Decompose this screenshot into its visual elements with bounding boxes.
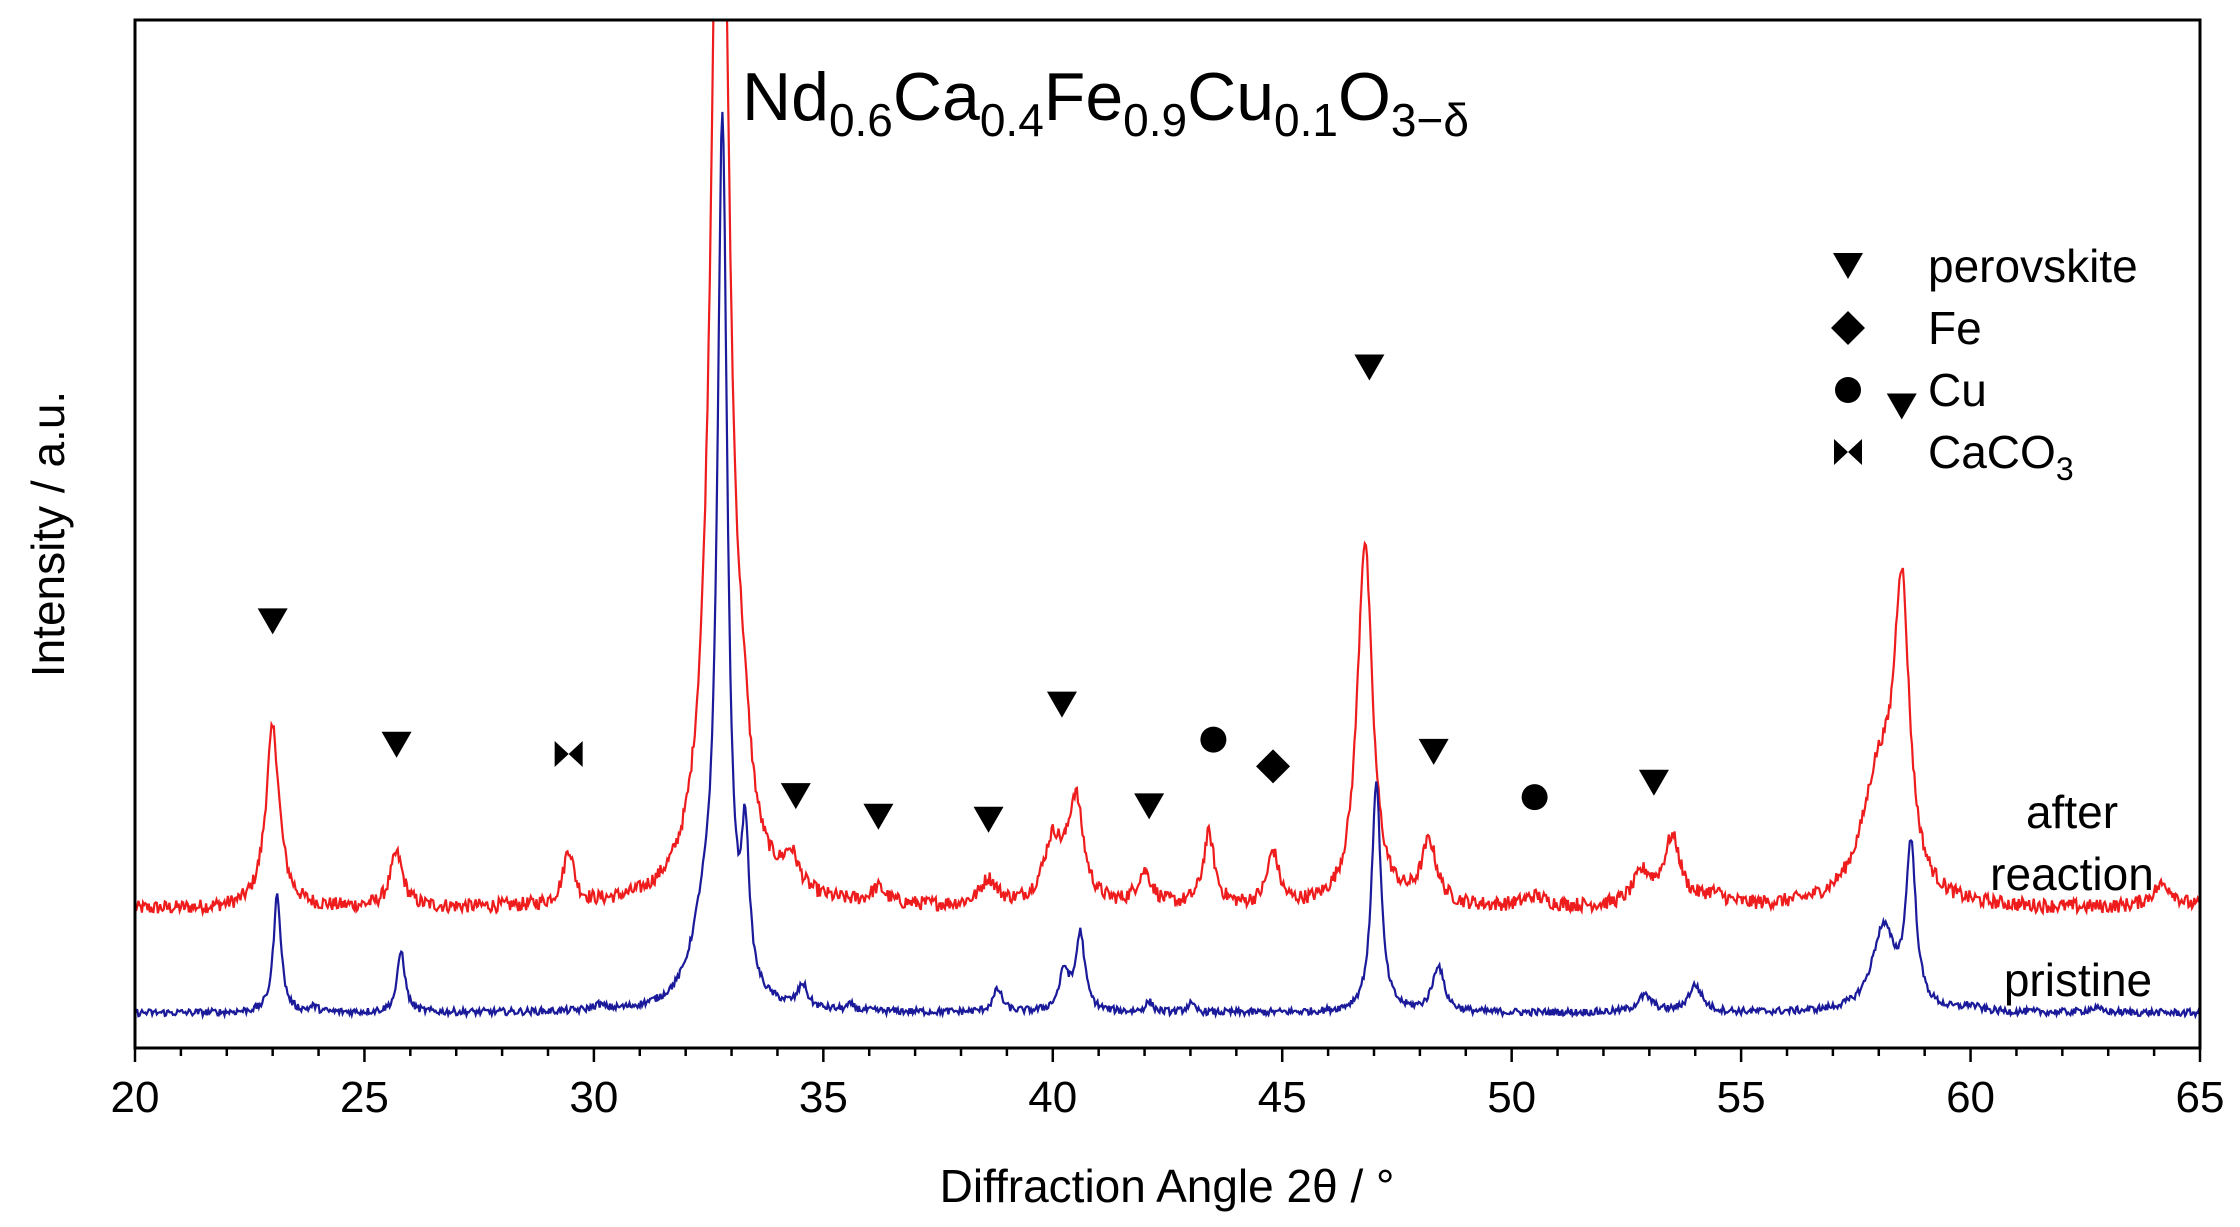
phase-marker-perovskite-13 — [1638, 769, 1669, 796]
title-part-3: 0.4 — [980, 94, 1044, 146]
phase-marker-perovskite-14 — [1886, 393, 1917, 420]
phase-markers — [257, 354, 1917, 833]
legend-label-fe: Fe — [1928, 302, 1982, 354]
title-part-0: Nd — [742, 59, 829, 135]
phase-marker-fe-9 — [1256, 749, 1291, 784]
phase-marker-perovskite-5 — [973, 806, 1004, 833]
title-part-8: O — [1338, 59, 1391, 135]
phase-marker-perovskite-6 — [1046, 691, 1077, 718]
y-axis-title: Intensity / a.u. — [22, 391, 74, 677]
title-part-6: Cu — [1187, 59, 1274, 135]
legend-marker-caco3 — [1834, 439, 1862, 465]
legend: perovskite Fe Cu CaCO3 — [1831, 240, 2138, 487]
legend-label-perovskite: perovskite — [1928, 240, 2138, 292]
phase-marker-perovskite-1 — [381, 731, 412, 758]
title-part-2: Ca — [893, 59, 980, 135]
title-part-4: Fe — [1044, 59, 1123, 135]
x-tick-label-35: 35 — [799, 1073, 848, 1122]
legend-label-cu: Cu — [1928, 364, 1987, 416]
x-tick-label-65: 65 — [2176, 1073, 2225, 1122]
phase-marker-caco3-2 — [554, 740, 583, 767]
phase-marker-cu-8 — [1200, 726, 1227, 753]
phase-marker-perovskite-0 — [257, 608, 288, 635]
chart-title: Nd0.6Ca0.4Fe0.9Cu0.1O3−δ — [742, 59, 1469, 146]
x-tick-label-55: 55 — [1717, 1073, 1766, 1122]
x-tick-label-60: 60 — [1946, 1073, 1995, 1122]
x-tick-label-45: 45 — [1258, 1073, 1307, 1122]
phase-marker-cu-12 — [1521, 784, 1548, 811]
phase-marker-perovskite-10 — [1354, 354, 1385, 381]
diffraction-traces — [136, 21, 2199, 1021]
x-axis-ticks: 20 25 30 35 40 45 50 55 60 65 — [111, 1048, 2225, 1122]
trace-label-after-line1: after — [2026, 786, 2118, 838]
title-part-1: 0.6 — [829, 94, 893, 146]
legend-label-caco3: CaCO3 — [1928, 426, 2074, 487]
legend-marker-fe — [1831, 311, 1865, 345]
phase-marker-perovskite-3 — [780, 783, 811, 810]
legend-marker-cu — [1835, 377, 1861, 403]
series-line-after-reaction — [136, 21, 2199, 918]
phase-marker-perovskite-11 — [1418, 738, 1449, 765]
x-axis-title: Diffraction Angle 2θ / ° — [940, 1160, 1395, 1212]
title-part-9: 3−δ — [1391, 94, 1469, 146]
phase-marker-perovskite-7 — [1134, 793, 1165, 820]
trace-label-after-line2: reaction — [1990, 848, 2154, 900]
plot-frame — [133, 18, 2202, 1050]
phase-marker-perovskite-4 — [863, 803, 894, 830]
x-tick-label-50: 50 — [1487, 1073, 1536, 1122]
legend-marker-perovskite — [1833, 253, 1863, 279]
x-tick-label-25: 25 — [340, 1073, 389, 1122]
x-tick-label-20: 20 — [111, 1073, 160, 1122]
title-part-7: 0.1 — [1274, 94, 1338, 146]
x-tick-label-30: 30 — [569, 1073, 618, 1122]
series-line-pristine — [136, 111, 2199, 1021]
title-part-5: 0.9 — [1123, 94, 1187, 146]
trace-label-after-reaction: after reaction — [1990, 786, 2154, 900]
x-tick-label-40: 40 — [1028, 1073, 1077, 1122]
trace-label-pristine: pristine — [2004, 954, 2152, 1006]
